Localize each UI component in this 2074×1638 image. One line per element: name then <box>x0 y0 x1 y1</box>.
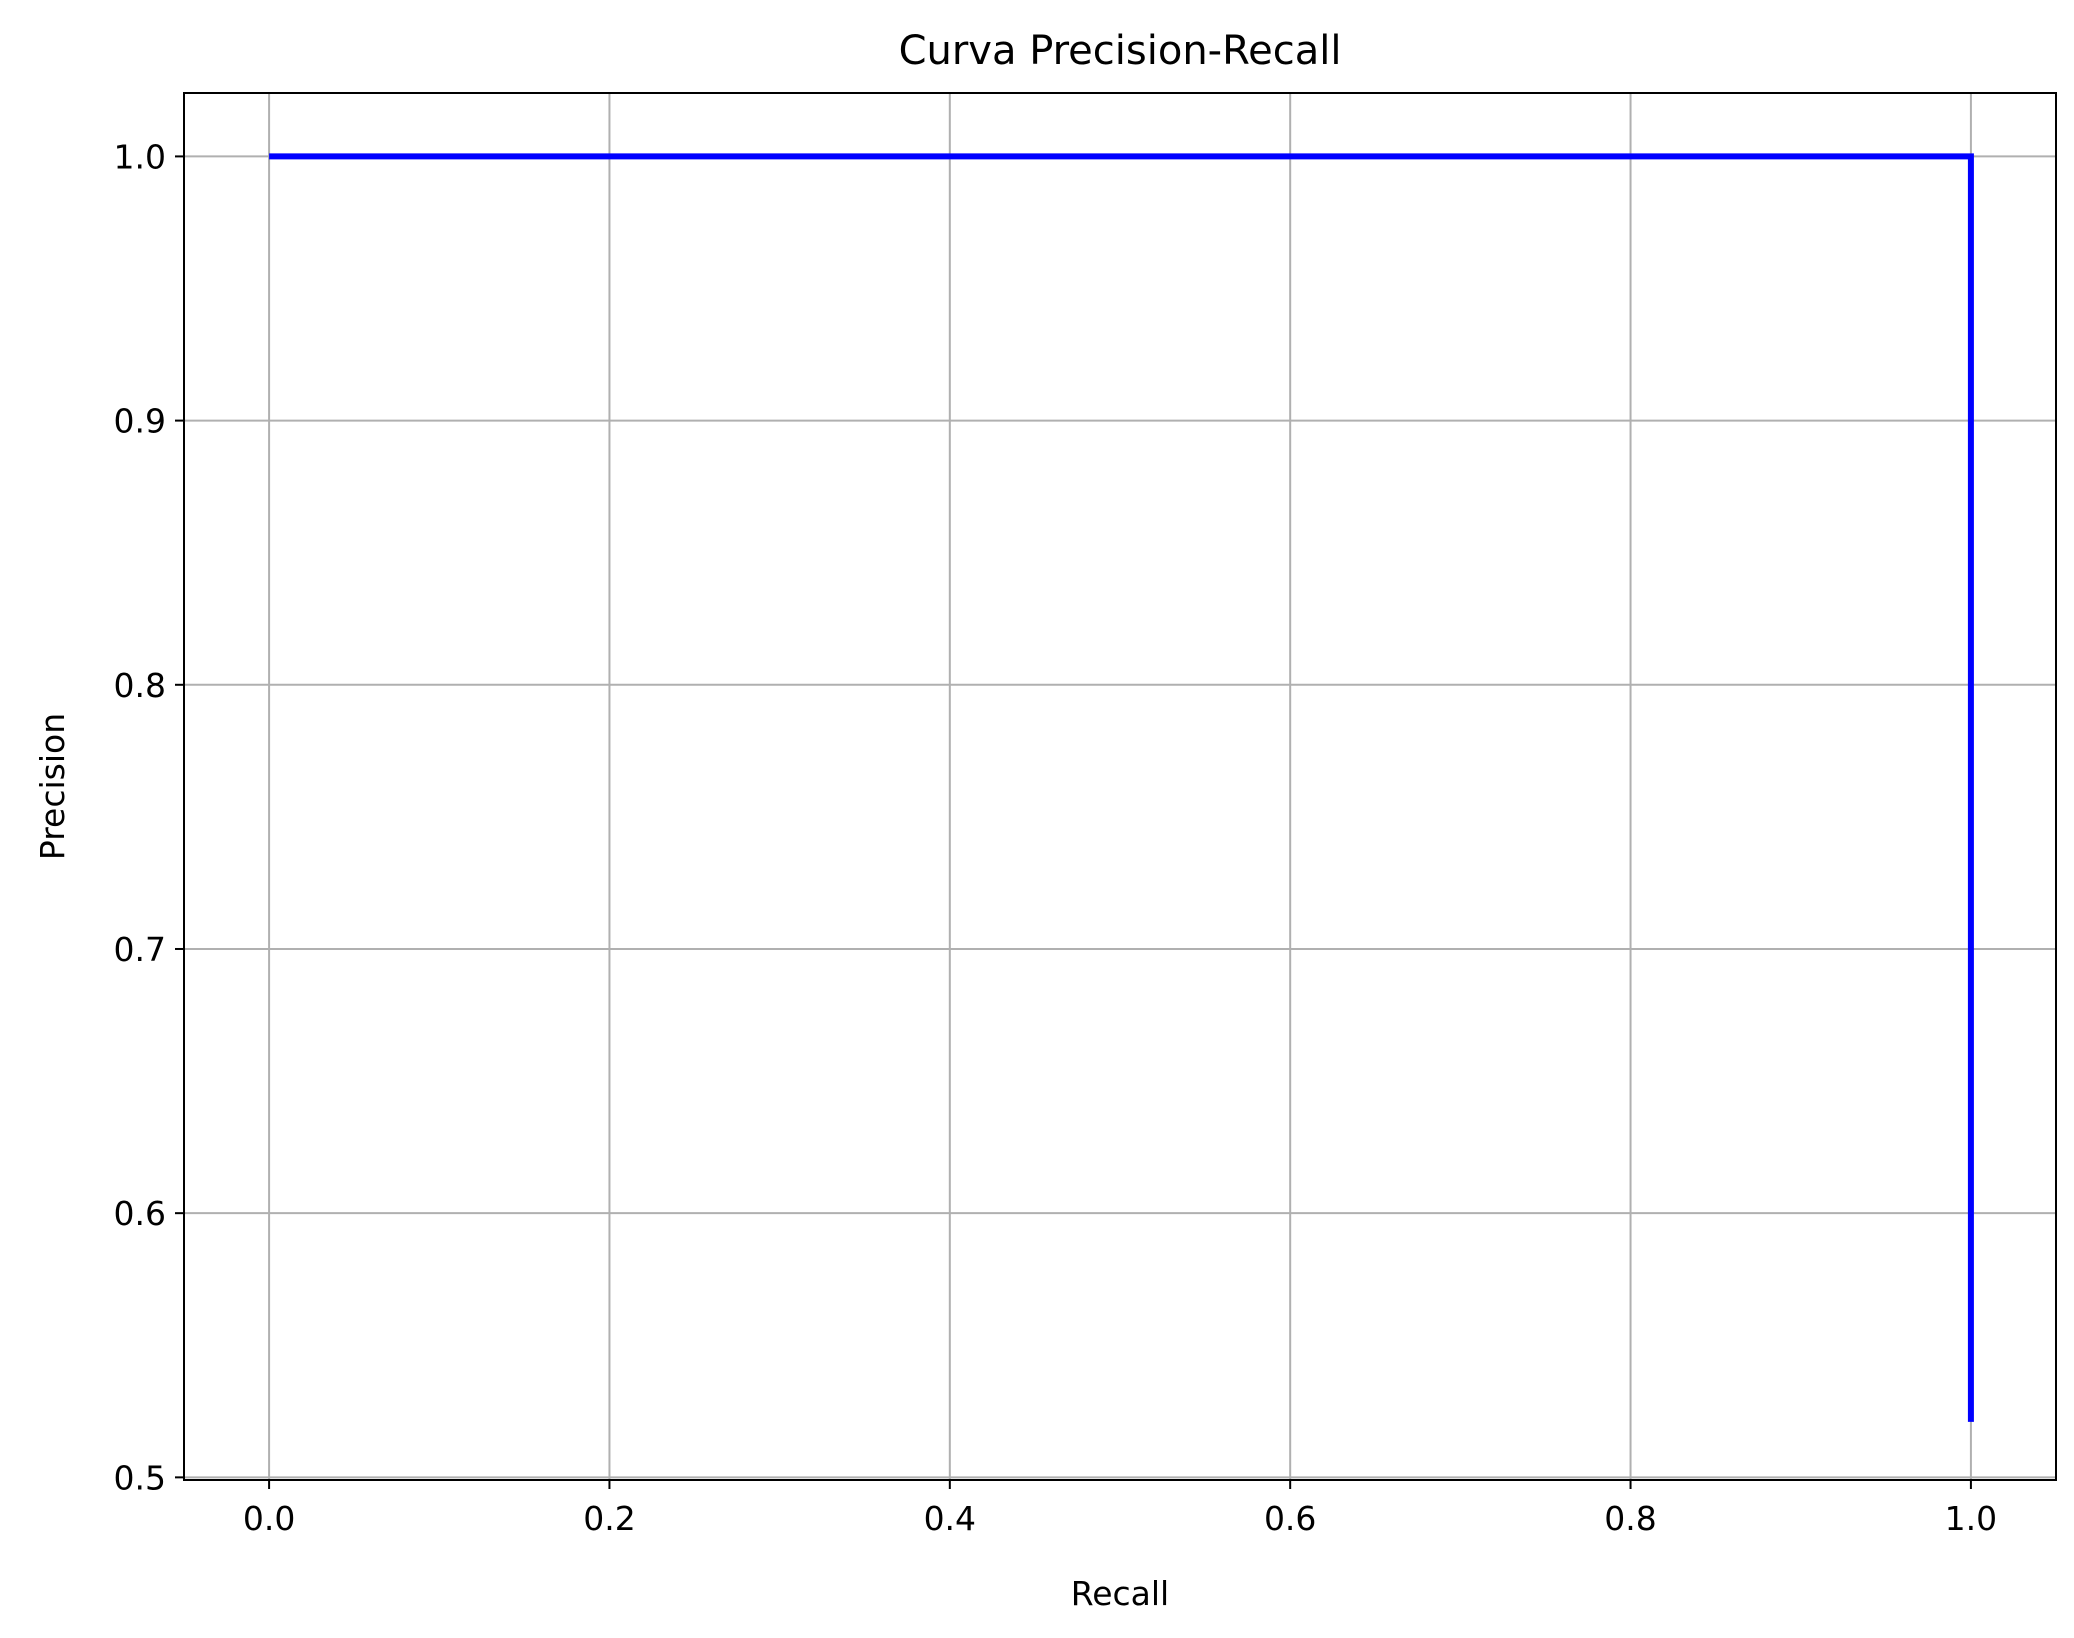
x-tick-label-0: 0.0 <box>243 1499 295 1538</box>
y-tick-label-5: 1.0 <box>114 137 166 176</box>
y-axis-label: Precision <box>33 713 72 860</box>
y-tick-label-3: 0.8 <box>114 666 166 705</box>
x-tick-label-1: 0.2 <box>583 1499 635 1538</box>
y-tick-label-0: 0.5 <box>114 1458 166 1497</box>
y-tick-label-2: 0.7 <box>114 930 166 969</box>
chart-title: Curva Precision-Recall <box>899 28 1342 74</box>
x-tick-label-4: 0.8 <box>1604 1499 1656 1538</box>
x-axis-label: Recall <box>1071 1574 1169 1613</box>
y-tick-label-4: 0.9 <box>114 402 166 441</box>
x-tick-label-5: 1.0 <box>1945 1499 1997 1538</box>
x-tick-label-3: 0.6 <box>1264 1499 1316 1538</box>
tick-layer: 0.0 0.2 0.4 0.6 0.8 1.0 0.5 0.6 0.7 0.8 0.9 1.0 <box>114 137 1998 1538</box>
series-layer <box>269 153 1974 1422</box>
series-line-0 <box>269 153 1974 1422</box>
x-tick-label-2: 0.4 <box>924 1499 976 1538</box>
plot-frame <box>183 92 2057 1481</box>
y-tick-label-1: 0.6 <box>114 1194 166 1233</box>
